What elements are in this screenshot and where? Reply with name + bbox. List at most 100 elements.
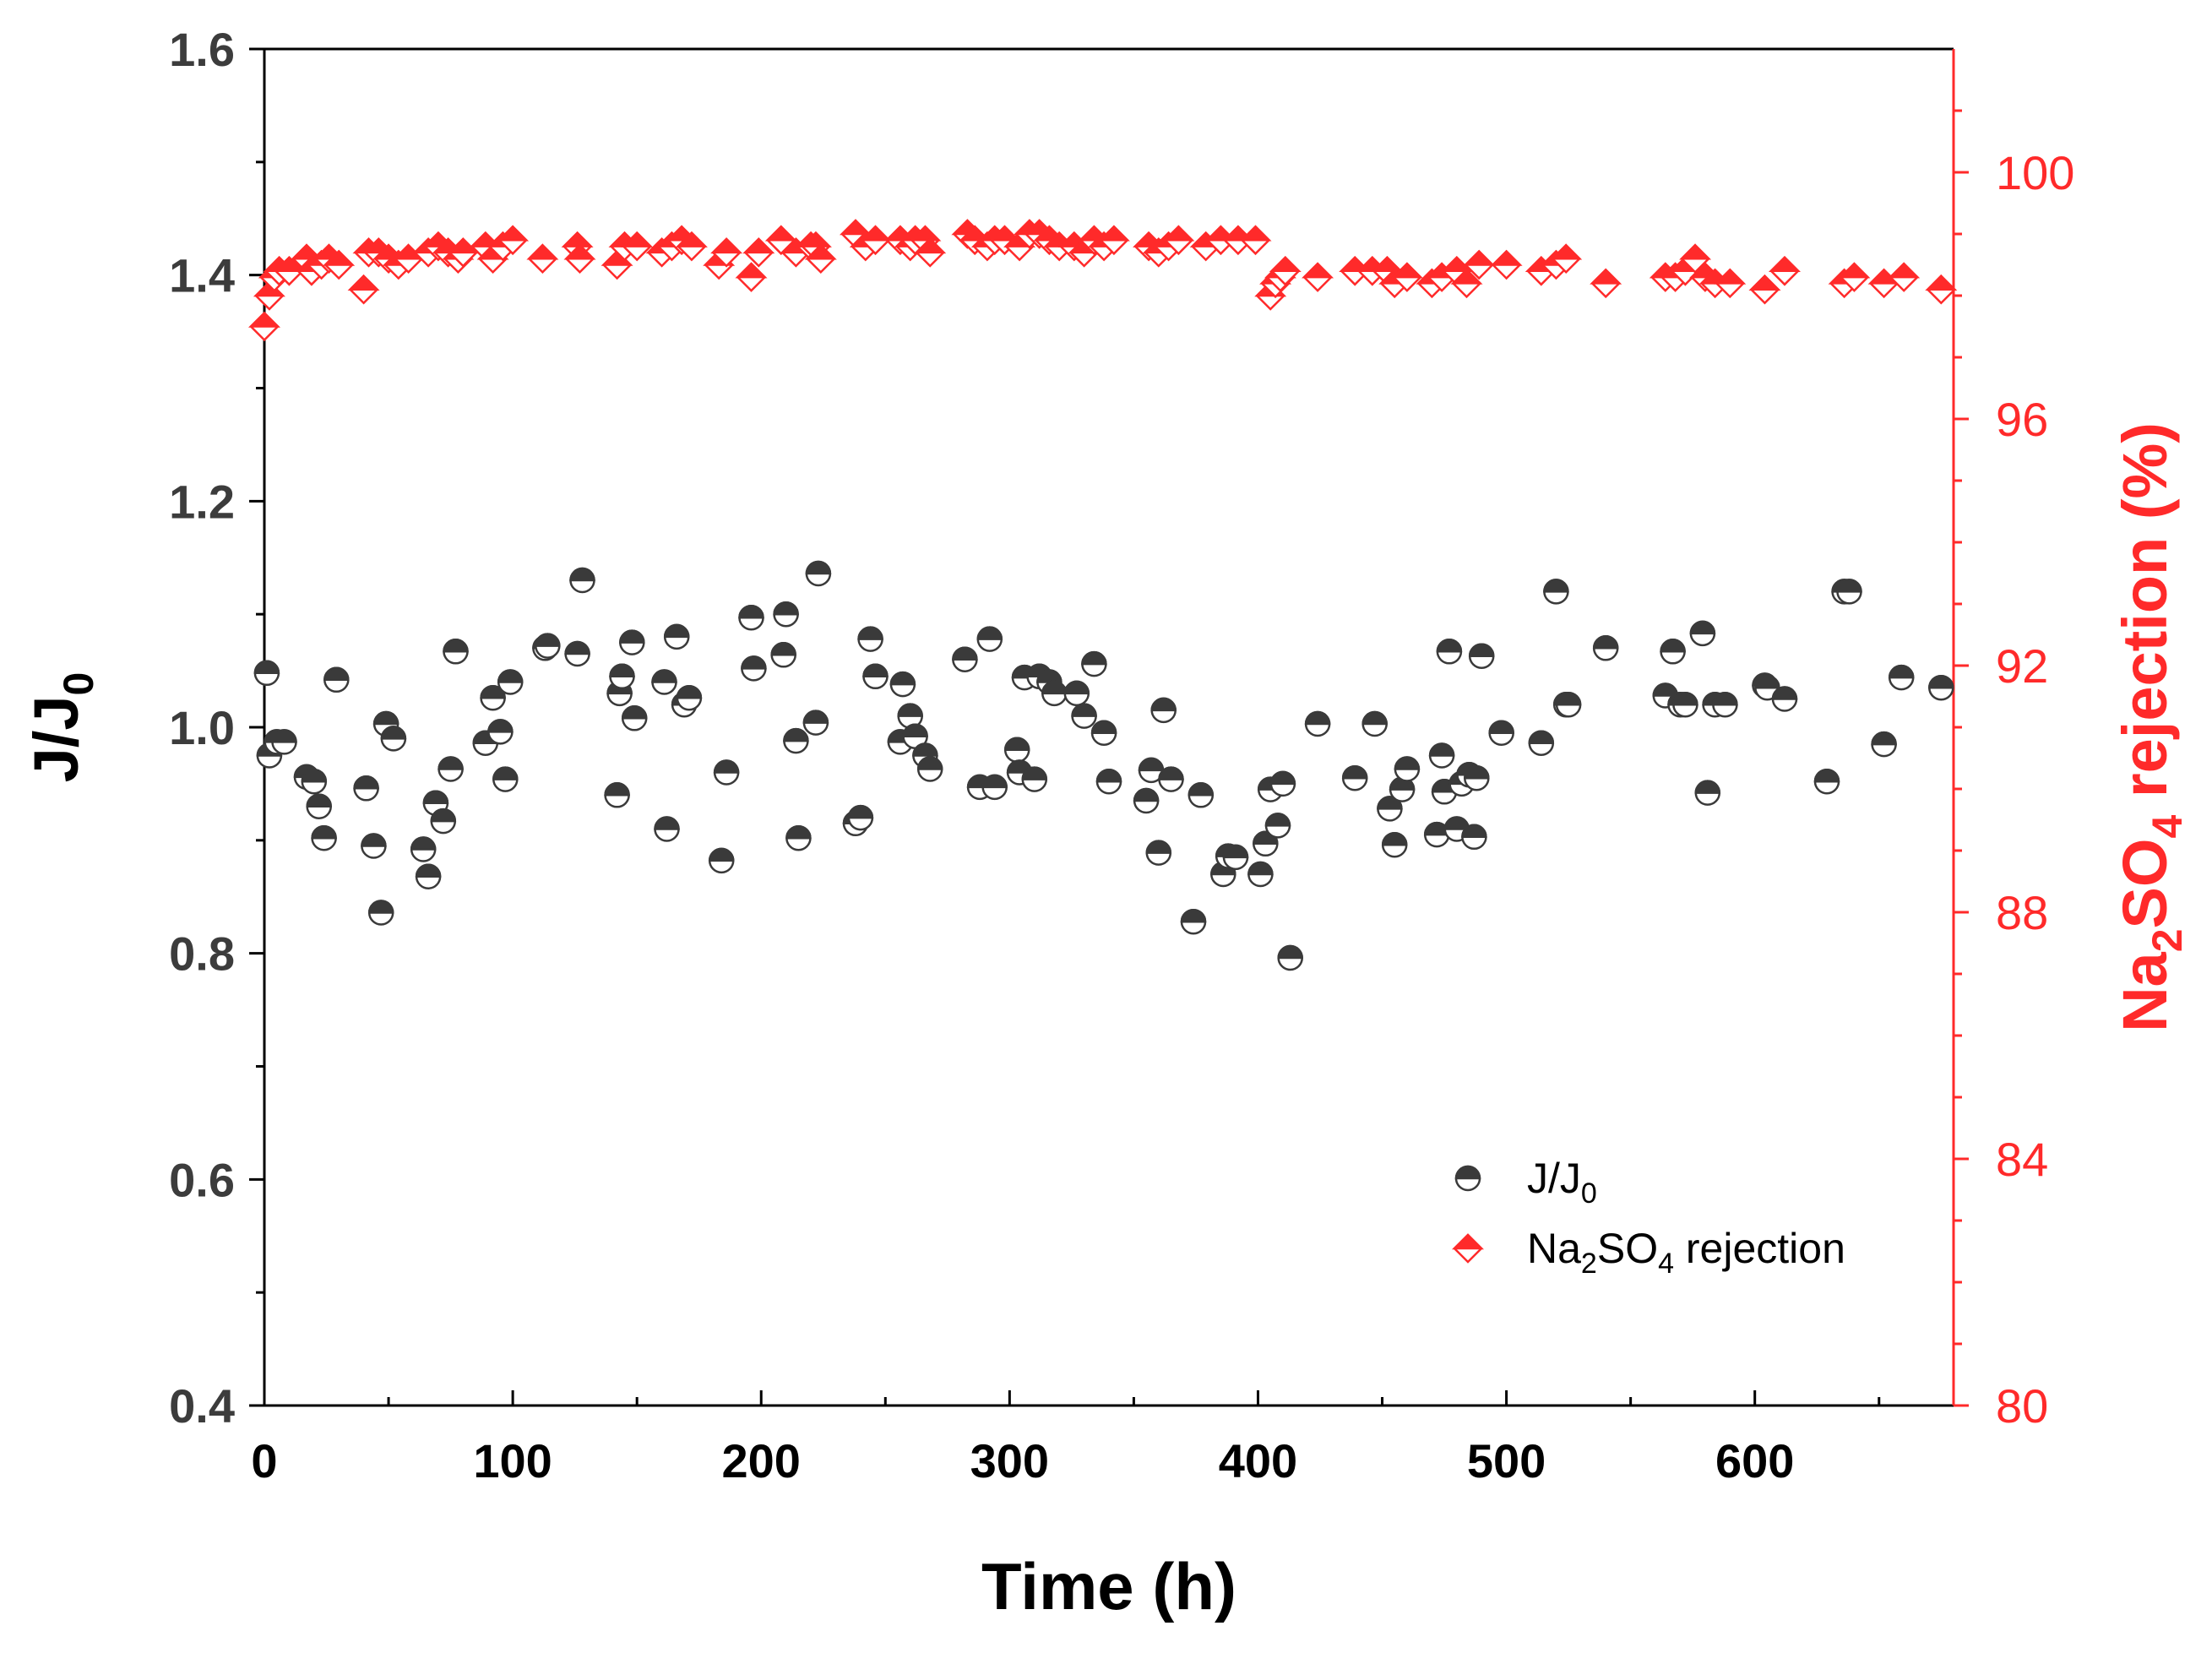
rejection-point [914,237,947,268]
series-flux [253,560,1954,971]
x-axis-label: Time (h) [981,1549,1236,1623]
flux-point [1269,770,1296,797]
flux-point [353,775,379,802]
flux-point [708,847,735,874]
flux-point [1888,664,1915,691]
flux-point [609,663,635,690]
flux-point [535,633,561,659]
rejection-point [804,243,837,274]
flux-point [1464,764,1490,791]
flux-point [1660,639,1686,665]
rejection-point [859,225,892,256]
legend-rej-label-post: rejection [1674,1225,1845,1272]
flux-point [410,836,437,862]
flux-point [1158,766,1184,792]
flux-point [902,723,928,749]
flux-point [1138,757,1165,784]
y-right-tick-label: 96 [1996,393,2048,446]
flux-point [1277,944,1303,971]
rejection-point [1550,243,1583,274]
flux-point [805,560,832,587]
flux-point [773,601,799,628]
flux-point [1003,737,1030,764]
flux-point [1694,780,1721,806]
flux-point [619,629,645,655]
flux-point [569,567,595,594]
rejection-point [497,225,530,256]
legend-flux-marker [1454,1165,1481,1192]
rejection-point [742,237,775,268]
flux-point [981,774,1008,801]
flux-point [1381,831,1408,858]
right-y-label-mid: SO [2110,839,2180,929]
legend-rej-label-mid: SO [1597,1225,1658,1272]
x-tick-label: 400 [1219,1434,1297,1487]
x-tick-label: 300 [970,1434,1049,1487]
flux-point [438,756,464,782]
flux-point [380,726,407,752]
flux-point [1543,579,1569,605]
flux-point [497,669,524,695]
flux-point [713,759,740,786]
flux-point [897,703,923,729]
flux-point [1813,768,1840,795]
rejection-point [1463,249,1496,280]
flux-point [1081,650,1107,677]
flux-point [976,626,1003,652]
flux-point [1555,691,1582,718]
flux-point [1006,759,1033,786]
rejection-point [1925,274,1958,305]
flux-point [783,727,809,754]
rejection-point [621,231,654,262]
flux-point [1264,813,1291,839]
flux-point [1145,840,1172,866]
rejection-point [526,243,559,274]
flux-point [1712,691,1738,718]
flux-point [1304,710,1331,737]
rejection-point [1888,262,1921,292]
rejection-point [735,262,768,292]
rejection-point [347,274,380,305]
rejection-point [273,256,306,286]
right-y-axis-ticks: 80 84 88 92 96 100 [1954,109,2074,1433]
flux-point [802,710,829,736]
left-y-label-base: J/J [21,695,91,782]
flux-point [1071,703,1097,729]
flux-point [1468,643,1495,669]
flux-point [430,807,457,835]
rejection-point [1450,268,1483,299]
legend: J/J0 Na2SO4 rejection [1451,1155,1845,1280]
x-tick-label: 200 [722,1434,801,1487]
flux-point [604,782,630,808]
rejection-point [1097,225,1130,256]
y-left-tick-label: 0.4 [169,1379,235,1433]
flux-point [1341,764,1368,791]
rejection-point [710,237,743,268]
flux-point [306,793,332,819]
flux-point [1247,861,1274,888]
flux-point [663,623,690,650]
legend-rej-label-sub1: 2 [1581,1248,1597,1280]
series-rejection [247,219,1958,342]
flux-point [1836,579,1862,605]
x-tick-label: 500 [1467,1434,1546,1487]
rejection-point [1768,256,1802,286]
legend-rejection-symbol [1451,1233,1485,1264]
flux-point [1488,720,1514,746]
y-left-tick-label: 1.0 [169,701,235,754]
flux-point [857,626,883,652]
rejection-point [1269,256,1302,286]
rejection-point [1239,225,1272,256]
rejection-point [1390,262,1423,292]
flux-point [1188,782,1215,808]
flux-point [271,729,297,755]
y-left-tick-label: 1.2 [169,475,235,528]
flux-point [889,671,916,698]
flux-point [1021,766,1048,792]
rejection-point [1714,268,1747,299]
right-y-label-post: rejection (%) [2110,422,2180,815]
left-y-axis-label: J/J0 [21,672,102,783]
flux-point [487,719,514,745]
